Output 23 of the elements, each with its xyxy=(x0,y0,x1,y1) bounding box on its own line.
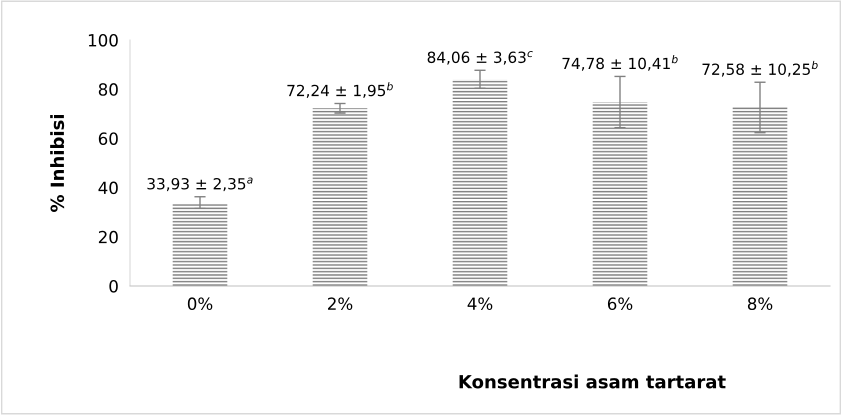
y-axis-title: % Inhibisi xyxy=(50,114,64,212)
y-tick-label: 60 xyxy=(98,132,118,145)
y-tick-label: 40 xyxy=(98,182,118,194)
x-tick-label: 0% xyxy=(188,297,212,310)
y-tick-label: 0 xyxy=(109,280,118,293)
x-tick-label: 8% xyxy=(748,297,772,310)
data-label: 33,93 ± 2,35$^{a}$ xyxy=(147,177,253,192)
x-axis-title: Konsentrasi asam tartarat xyxy=(460,374,726,389)
bar xyxy=(312,108,368,286)
data-label: 74,78 ± 10,41$^{b}$ xyxy=(562,55,678,71)
data-label: 84,06 ± 3,63$^{c}$ xyxy=(428,51,533,65)
y-tick-label: 100 xyxy=(88,34,118,47)
bar xyxy=(172,202,228,286)
x-tick-label: 4% xyxy=(468,297,492,310)
data-label: 72,24 ± 1,95$^{b}$ xyxy=(287,82,393,98)
data-label: 72,58 ± 10,25$^{b}$ xyxy=(702,60,818,77)
x-tick-label: 2% xyxy=(328,297,352,310)
bar xyxy=(592,102,648,286)
bar xyxy=(732,107,788,286)
bar xyxy=(452,79,508,286)
y-tick-label: 80 xyxy=(98,83,118,96)
y-tick-label: 20 xyxy=(98,230,118,244)
x-tick-label: 6% xyxy=(608,297,632,310)
